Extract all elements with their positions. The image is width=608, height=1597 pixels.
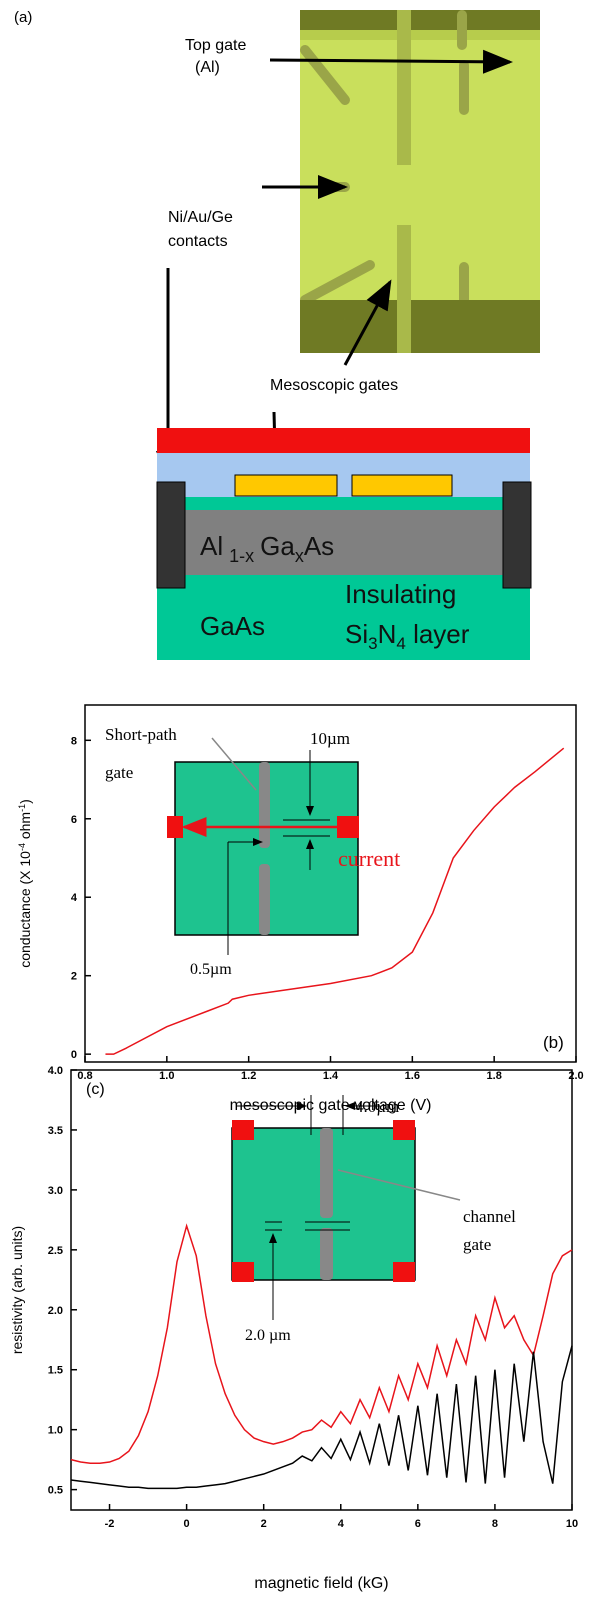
contacts-label: contacts [168, 233, 228, 250]
y-tick-label: 8 [71, 735, 77, 747]
inset-label: 0.5µm [190, 961, 232, 978]
x-tick-label: 4 [338, 1518, 345, 1530]
x-axis-label: mesoscopic gate voltage (V) [230, 1097, 432, 1114]
x-tick-label: 10 [566, 1518, 578, 1530]
text: 1-x [229, 546, 254, 566]
y-axis-label: resistivity (arb. units) [9, 1226, 25, 1354]
panel-label: (b) [543, 1033, 564, 1052]
y-tick-label: 6 [71, 814, 77, 826]
contacts-label: Ni/Au/Ge [168, 209, 233, 226]
x-tick-label: 1.8 [487, 1070, 502, 1082]
y-tick-label: 4.0 [48, 1065, 63, 1077]
y-axis-label-part: ) [17, 799, 33, 804]
y-tick-label: 4 [71, 892, 78, 904]
text: Ga [260, 531, 295, 561]
x-tick-label: 1.4 [323, 1070, 339, 1082]
x-tick-label: 0.8 [77, 1070, 92, 1082]
text: layer [406, 619, 470, 649]
x-tick-label: 1.2 [241, 1070, 256, 1082]
top-gate-label: Top gate [185, 37, 246, 54]
panel-label: (a) [14, 9, 32, 26]
cross-section [156, 428, 532, 660]
inset-label: 4.0µm [355, 1097, 399, 1116]
y-tick-label: 2 [71, 971, 77, 983]
y-tick-label: 0 [71, 1049, 77, 1061]
x-tick-label: 8 [492, 1518, 498, 1530]
top-gate-label: (Al) [195, 59, 220, 76]
text: Al [200, 531, 223, 561]
layer-label: Si3N4 layer [345, 619, 470, 653]
text: 4 [396, 634, 405, 653]
inset-label: Short-path [105, 725, 177, 744]
inset-label: 10µm [310, 729, 350, 748]
inset-label: gate [105, 763, 133, 782]
x-tick-label: 1.6 [405, 1070, 420, 1082]
panel-label: (c) [86, 1081, 105, 1098]
x-tick-label: 0 [184, 1518, 190, 1530]
y-tick-label: 0.5 [48, 1485, 63, 1497]
x-tick-label: 2 [261, 1518, 267, 1530]
text: N [378, 619, 397, 649]
y-axis-label: conductance (X 10-4 ohm-1) [17, 799, 33, 968]
x-tick-label: 2.0 [568, 1070, 583, 1082]
x-axis-label: magnetic field (kG) [254, 1575, 388, 1592]
inset-label: current [338, 846, 400, 871]
y-axis-label-part: ohm [17, 812, 33, 843]
inset-label: 2.0 µm [245, 1327, 291, 1344]
plot-frame [70, 1069, 573, 1511]
layer-label: Al 1-x GaxAs [200, 531, 334, 566]
y-tick-label: 2.5 [48, 1245, 63, 1257]
text: Si [345, 619, 368, 649]
y-axis-label-part: conductance (X 10 [17, 851, 33, 968]
y-tick-label: 3.0 [48, 1185, 63, 1197]
inset-label: channel [463, 1207, 516, 1226]
y-axis-label-part: -4 [17, 843, 27, 851]
text: As [304, 531, 334, 561]
text: 3 [368, 634, 377, 653]
data-line [105, 747, 565, 1055]
data-line [70, 1223, 573, 1464]
inset-label: gate [463, 1235, 491, 1254]
x-tick-label: 1.0 [159, 1070, 174, 1082]
y-tick-label: 2.0 [48, 1305, 63, 1317]
layer-label: GaAs [200, 611, 265, 641]
text: x [295, 546, 304, 566]
inset-b [167, 737, 359, 955]
x-tick-label: 6 [415, 1518, 421, 1530]
y-axis-label-part: -1 [17, 804, 27, 812]
y-tick-label: 3.5 [48, 1125, 63, 1137]
layer-label: Insulating [345, 579, 456, 609]
inset-c [231, 1095, 461, 1320]
y-tick-label: 1.5 [48, 1365, 63, 1377]
y-tick-label: 1.0 [48, 1425, 63, 1437]
x-tick-label: -2 [105, 1518, 115, 1530]
data-line [70, 1345, 573, 1490]
mesoscopic-gates-label: Mesoscopic gates [270, 377, 398, 394]
